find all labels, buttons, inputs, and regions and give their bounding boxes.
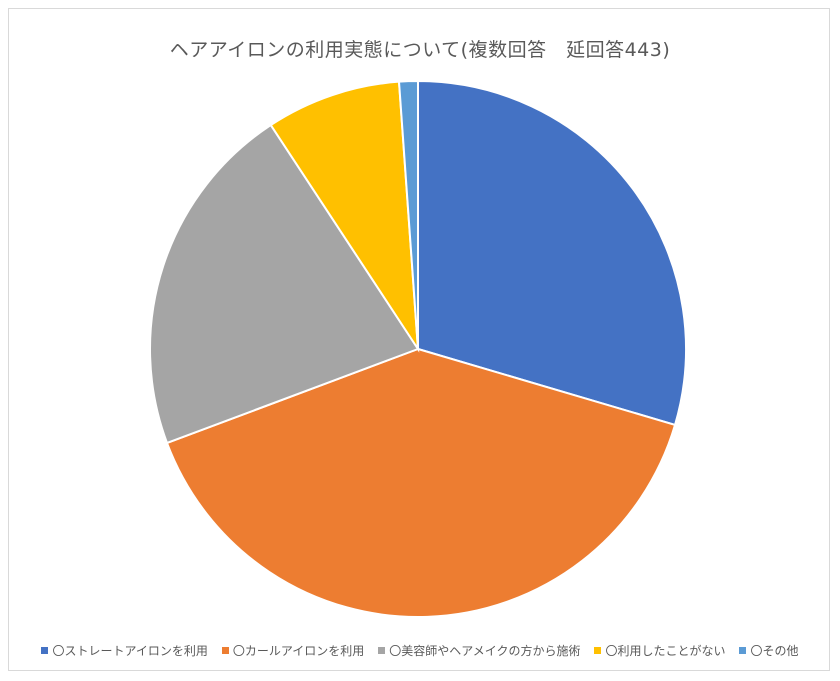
pie-slice-5: [397, 79, 419, 350]
legend-swatch: [221, 647, 229, 654]
legend-item: 〇ストレートアイロンを利用: [41, 642, 208, 659]
pie-slice-2: [165, 347, 677, 618]
legend-item: 〇その他: [739, 642, 799, 659]
legend-swatch: [594, 647, 602, 654]
legend-swatch: [41, 647, 49, 654]
pie-slice-3: [149, 123, 420, 445]
legend-label: 〇ストレートアイロンを利用: [52, 644, 208, 658]
legend: 〇ストレートアイロンを利用 〇カールアイロンを利用 〇美容師やヘアメイクの方から施術…: [9, 642, 831, 659]
pie-chart: [149, 79, 687, 618]
legend-item: 〇カールアイロンを利用: [221, 642, 365, 659]
legend-label: 〇その他: [750, 644, 799, 658]
legend-item: 〇美容師やヘアメイクの方から施術: [378, 642, 580, 659]
pie-slice-1: [417, 79, 687, 427]
legend-label: 〇カールアイロンを利用: [232, 644, 365, 658]
legend-label: 〇美容師やヘアメイクの方から施術: [389, 644, 581, 658]
chart-title: ヘアアイロンの利用実態について(複数回答 延回答443): [169, 39, 671, 61]
pie-slice-4: [269, 80, 420, 353]
chart-area: ヘアアイロンの利用実態について(複数回答 延回答443) 〇ストレートアイロンを…: [8, 8, 830, 671]
legend-label: 〇利用したことがない: [605, 644, 726, 658]
legend-item: 〇利用したことがない: [594, 642, 725, 659]
legend-swatch: [378, 647, 386, 654]
legend-swatch: [739, 647, 747, 654]
